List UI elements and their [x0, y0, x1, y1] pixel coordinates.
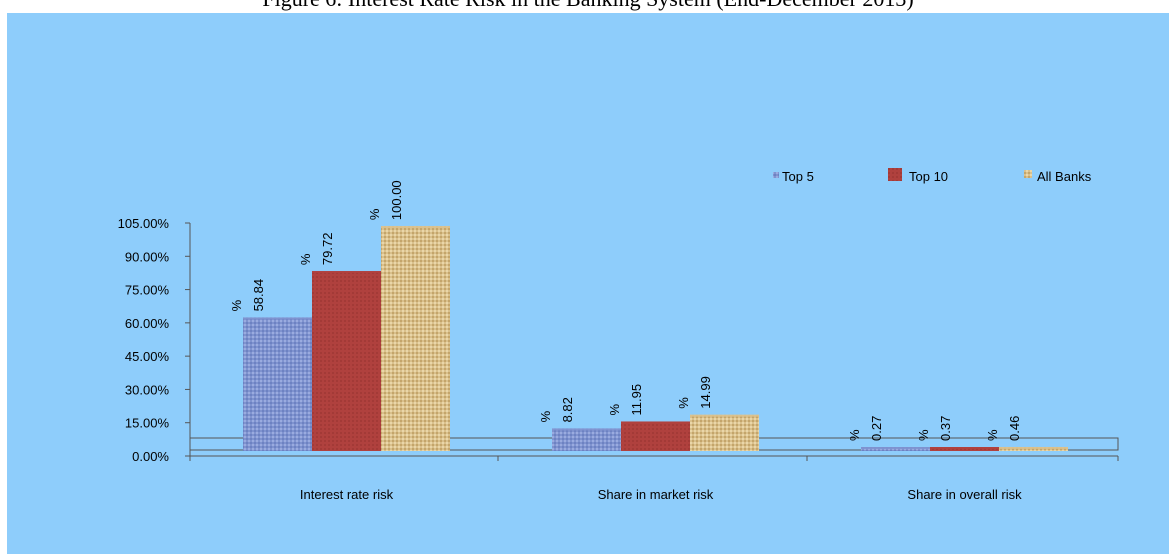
bar-top-edge: [999, 446, 1068, 449]
bar-all-banks: [999, 446, 1068, 451]
y-tick-label: 105.00%: [118, 216, 170, 231]
y-tick-label: 0.00%: [132, 449, 169, 464]
legend-swatch: [1024, 170, 1032, 178]
y-tick-label: 45.00%: [125, 349, 170, 364]
bar-top-edge: [552, 428, 621, 431]
bar-top-10: [312, 271, 381, 451]
data-label: 100.00%: [367, 180, 404, 220]
data-label-value: 79.72: [320, 233, 335, 266]
bar-top-edge: [621, 421, 690, 424]
data-label: 14.99%: [676, 376, 713, 409]
bar-top-edge: [861, 447, 930, 449]
data-label-value: 14.99: [698, 376, 713, 409]
y-tick-label: 90.00%: [125, 249, 170, 264]
data-label-percent: %: [538, 410, 553, 422]
figure-title: Figure 6: Interest Rate Risk in the Bank…: [0, 0, 1176, 12]
data-label-value: 0.37: [938, 416, 953, 441]
legend-label: Top 5: [782, 169, 814, 184]
legend-swatch: [888, 168, 902, 181]
data-label-value: 0.46: [1007, 416, 1022, 441]
data-label-percent: %: [607, 403, 622, 415]
data-label-percent: %: [916, 429, 931, 441]
category-label: Interest rate risk: [300, 487, 394, 502]
data-label-percent: %: [367, 208, 382, 220]
bar-top-edge: [690, 414, 759, 417]
data-label-value: 100.00: [389, 180, 404, 220]
bar-top-edge: [381, 226, 450, 229]
y-tick-label: 15.00%: [125, 416, 170, 431]
bar-top-5: [243, 317, 312, 451]
y-tick-label: 75.00%: [125, 283, 170, 298]
bar-top-edge: [243, 317, 312, 320]
bar-top-5: [552, 428, 621, 451]
data-label: 8.82%: [538, 397, 575, 422]
data-label-value: 11.95: [629, 384, 644, 416]
data-label: 0.27%: [847, 416, 884, 441]
data-label-value: 58.84: [251, 279, 266, 312]
bar-top-edge: [930, 447, 999, 449]
data-label-percent: %: [847, 429, 862, 441]
data-label: 0.37%: [916, 416, 953, 441]
legend-label: All Banks: [1037, 169, 1092, 184]
bar-all-banks: [690, 414, 759, 451]
y-tick-label: 60.00%: [125, 316, 170, 331]
data-label-percent: %: [676, 397, 691, 409]
data-label: 11.95%: [607, 384, 644, 416]
bar-top-edge: [312, 271, 381, 274]
data-label: 79.72%: [298, 233, 335, 266]
data-label: 0.46%: [985, 416, 1022, 441]
legend-label: Top 10: [909, 169, 948, 184]
bar-top-10: [621, 421, 690, 451]
bar-all-banks: [381, 226, 450, 451]
data-label-percent: %: [985, 429, 1000, 441]
data-label-value: 8.82: [560, 397, 575, 422]
y-tick-label: 30.00%: [125, 382, 170, 397]
chart-background: [7, 13, 1169, 554]
legend-swatch: [773, 172, 779, 178]
data-label: 58.84%: [229, 279, 266, 312]
data-label-percent: %: [229, 299, 244, 311]
category-label: Share in overall risk: [907, 487, 1022, 502]
data-label-percent: %: [298, 253, 313, 265]
category-label: Share in market risk: [598, 487, 714, 502]
data-label-value: 0.27: [869, 416, 884, 441]
